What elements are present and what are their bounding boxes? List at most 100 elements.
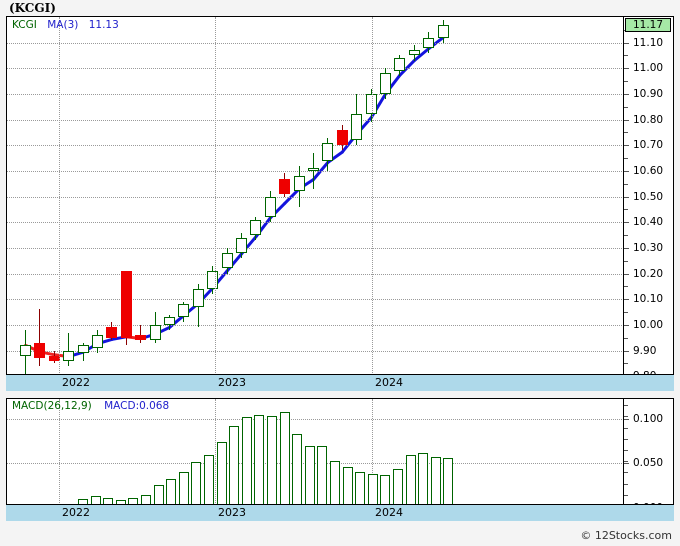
candle-body-up xyxy=(250,219,262,236)
price-gridline xyxy=(7,42,624,44)
candle-body-up xyxy=(207,270,219,289)
macd-bar-positive xyxy=(430,457,441,509)
legend-ma-label: MA(3) xyxy=(47,19,79,31)
price-axis-minor-tick xyxy=(624,260,628,262)
price-axis-minor-tick xyxy=(624,132,628,134)
macd-axis-minor-tick xyxy=(624,483,628,485)
price-axis-minor-tick xyxy=(624,93,628,95)
last-price-badge: 11.17 xyxy=(625,17,671,32)
macd-axis-minor-tick xyxy=(624,494,628,496)
price-axis-tick-label: 10.70 xyxy=(633,139,664,152)
macd-bar-positive xyxy=(229,425,240,509)
price-gridline xyxy=(7,247,624,249)
candle-body-up xyxy=(92,335,103,348)
macd-axis-minor-tick xyxy=(624,472,628,474)
macd-year-gridline xyxy=(372,399,373,519)
candle-body-up xyxy=(380,73,391,94)
price-axis-minor-tick xyxy=(624,183,628,185)
macd-bar-positive xyxy=(367,474,378,509)
price-gridline xyxy=(7,222,624,224)
macd-legend: MACD(26,12,9) MACD:0.068 xyxy=(12,400,169,412)
macd-bar-positive xyxy=(241,416,252,509)
candle-body-down xyxy=(336,129,348,146)
candle-body-up xyxy=(408,50,420,56)
candle-body-up xyxy=(365,93,377,115)
macd-axis-minor-tick xyxy=(624,438,628,440)
watermark: © 12Stocks.com xyxy=(580,529,672,542)
candle-body-up xyxy=(20,345,31,356)
macd-bar-positive xyxy=(405,454,416,509)
window-title-bar: (KCGI) xyxy=(0,0,680,16)
year-gridline xyxy=(372,17,373,389)
macd-axis-minor-tick xyxy=(624,416,628,418)
year-gridline xyxy=(59,17,60,389)
candle-body-up xyxy=(236,237,247,254)
price-axis-tick-label: 11.00 xyxy=(633,62,664,75)
price-y-axis: 11.17 11.10 11.00 10.90 10.80 10.70 10.60 10.5… xyxy=(623,17,673,390)
price-axis-tick-label: 10.40 xyxy=(633,216,664,229)
price-axis-minor-tick xyxy=(624,196,628,198)
macd-bar-positive xyxy=(267,416,277,509)
price-axis-minor-tick xyxy=(624,312,628,314)
price-axis-minor-tick xyxy=(624,68,628,70)
macd-bar-positive xyxy=(128,497,139,509)
macd-axis-tick xyxy=(624,463,629,465)
price-axis-minor-tick xyxy=(624,337,628,339)
year-gridline xyxy=(215,17,216,389)
candle-body-up xyxy=(192,288,204,307)
candle-body-up xyxy=(221,253,233,269)
price-axis-minor-tick xyxy=(624,363,628,365)
price-axis-minor-tick xyxy=(624,55,628,57)
macd-axis-tick xyxy=(624,418,629,420)
macd-bar-positive xyxy=(317,445,328,509)
price-axis-minor-tick xyxy=(624,119,628,121)
macd-bar-positive xyxy=(292,433,303,509)
candle-body-up xyxy=(149,324,161,341)
candle-body-up xyxy=(351,114,363,141)
macd-bar-positive xyxy=(178,472,189,509)
macd-gridline xyxy=(7,418,624,420)
price-gridline xyxy=(7,119,624,121)
candle-body-down xyxy=(279,178,291,195)
price-axis-tick-label: 10.60 xyxy=(633,164,664,177)
price-gridline xyxy=(7,350,624,352)
candle-body-up xyxy=(308,168,319,171)
macd-bar-positive xyxy=(216,441,227,509)
price-axis-tick-label: 9.90 xyxy=(633,344,657,357)
price-gridline xyxy=(7,273,624,275)
candle-body-up xyxy=(77,345,89,354)
macd-axis-tick-label: 0.100 xyxy=(633,412,664,425)
price-gridline xyxy=(7,93,624,95)
price-axis-minor-tick xyxy=(624,42,628,44)
price-axis-minor-tick xyxy=(624,324,628,326)
macd-axis-minor-tick xyxy=(624,405,628,407)
price-gridline xyxy=(7,170,624,172)
price-gridline xyxy=(7,145,624,147)
macd-bar-positive xyxy=(380,475,391,509)
date-axis-label: 2024 xyxy=(375,376,403,389)
macd-bar-positive xyxy=(166,478,177,509)
macd-year-gridline xyxy=(59,399,60,519)
price-gridline xyxy=(7,299,624,301)
candle-body-down xyxy=(106,327,118,338)
moving-average-overlay xyxy=(24,36,445,359)
macd-plot-area xyxy=(7,399,624,519)
price-axis-minor-tick xyxy=(624,247,628,249)
price-axis-minor-tick xyxy=(624,106,628,108)
macd-bar-positive xyxy=(418,452,429,509)
legend-symbol: KCGI xyxy=(12,19,37,31)
legend-macd-indicator: MACD(26,12,9) xyxy=(12,400,92,412)
price-axis-minor-tick xyxy=(624,235,628,237)
macd-bar-positive xyxy=(330,460,340,509)
date-axis-label: 2023 xyxy=(218,506,246,519)
page-title: (KCGI) xyxy=(9,1,56,15)
macd-bar-positive xyxy=(342,467,353,509)
price-chart-panel: KCGI MA(3) 11.13 11.17 11.10 11.00 10.90 10… xyxy=(6,16,674,390)
candle-wick xyxy=(140,324,142,343)
candle-body-up xyxy=(63,350,75,361)
macd-axis-tick-label: 0.050 xyxy=(633,457,664,470)
candle-body-up xyxy=(437,24,449,38)
price-axis-tick-label: 10.10 xyxy=(633,293,664,306)
macd-bar-positive xyxy=(443,458,454,509)
